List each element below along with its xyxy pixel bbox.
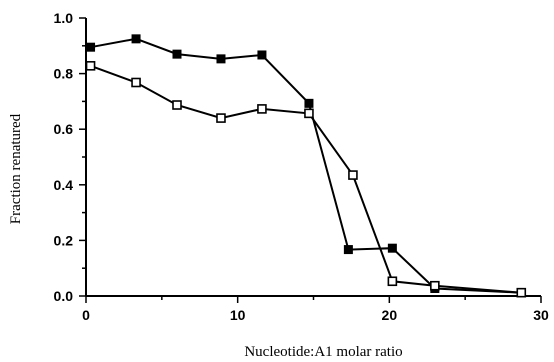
data-point-open-square [257, 104, 267, 114]
data-point-open-square [85, 61, 96, 71]
y-tick-label: 0.0 [54, 288, 74, 304]
series-line [90, 64, 522, 294]
data-point-open-square [430, 280, 440, 291]
data-point-filled-square [172, 49, 182, 59]
data-point-open-square [131, 77, 141, 88]
data-point-filled-square [304, 98, 314, 108]
ticks: 0 10 20 30 0.0 0.2 0.4 0.6 0.8 1.0 [54, 10, 549, 323]
data-point-filled-square [257, 50, 267, 60]
x-axis-label: Nucleotide:A1 molar ratio [244, 344, 402, 360]
data-point-filled-square [343, 245, 353, 255]
series-line [90, 37, 522, 294]
x-tick-label: 20 [382, 307, 398, 323]
data-point-open-square [216, 113, 226, 123]
data-point-open-square [304, 108, 314, 119]
data-point-open-square [516, 287, 527, 298]
data-point-open-square [172, 100, 182, 110]
series-2 [85, 61, 527, 298]
data-point-filled-square [86, 42, 96, 52]
x-tick-label: 30 [533, 307, 549, 323]
x-tick-label: 10 [230, 307, 246, 323]
y-tick-label: 0.2 [54, 232, 74, 248]
series-layer [85, 34, 527, 298]
axes [85, 18, 541, 297]
y-axis-label: Fraction renatured [8, 113, 24, 224]
y-tick-label: 0.6 [54, 121, 74, 137]
data-point-open-square [348, 170, 358, 180]
data-point-filled-square [387, 243, 397, 253]
y-tick-label: 1.0 [54, 10, 74, 26]
series-1 [86, 34, 526, 298]
data-point-open-square [387, 276, 398, 287]
y-tick-label: 0.8 [54, 66, 74, 82]
data-point-filled-square [131, 34, 141, 44]
y-tick-label: 0.4 [54, 177, 74, 193]
data-point-filled-square [216, 54, 226, 64]
x-tick-label: 0 [82, 307, 90, 323]
